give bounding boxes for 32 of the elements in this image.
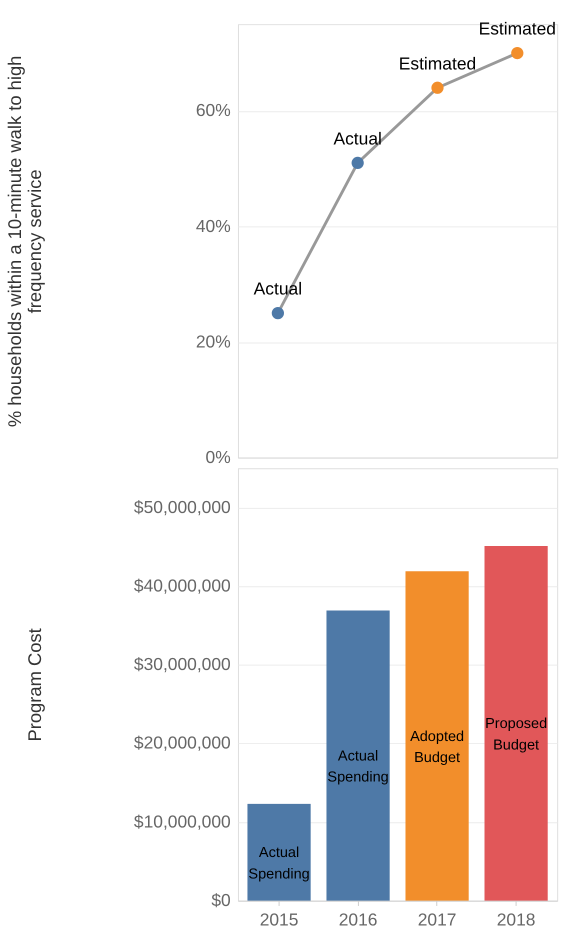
y-axis-title: Program Cost <box>24 628 46 742</box>
y-tick-label: $40,000,000 <box>134 575 231 596</box>
data-label: Actual <box>333 128 382 149</box>
bar <box>326 610 390 901</box>
y-tick-label: 40% <box>196 216 231 236</box>
point <box>431 82 444 94</box>
y-tick-label: 60% <box>196 100 231 120</box>
y-tick-label: $50,000,000 <box>134 496 231 517</box>
y-tick-label: $0 <box>211 890 231 910</box>
y-tick-label: 0% <box>206 446 231 467</box>
y-axis-title: % households within a 10-minute walk to high frequency service <box>4 56 46 428</box>
y-tick-label: $10,000,000 <box>134 811 231 832</box>
data-label: Actual Spending <box>248 845 310 882</box>
bar <box>405 571 469 901</box>
data-label: Actual <box>254 278 302 299</box>
x-tick-label: 2016 <box>338 909 378 930</box>
point <box>352 156 364 169</box>
point <box>511 47 524 60</box>
data-label: Proposed Budget <box>485 716 548 754</box>
point <box>272 307 284 320</box>
x-tick-label: 2018 <box>496 909 536 930</box>
data-label: Estimated <box>478 18 556 39</box>
x-tick-label: 2017 <box>418 909 456 930</box>
data-label: Actual Spending <box>327 748 389 786</box>
data-label: Adopted Budget <box>410 728 464 766</box>
bar <box>247 804 311 901</box>
x-tick-label: 2015 <box>260 909 298 930</box>
y-tick-label: $30,000,000 <box>134 654 231 674</box>
y-tick-label: 20% <box>196 331 231 352</box>
bar <box>484 546 548 901</box>
y-tick-label: $20,000,000 <box>134 732 231 753</box>
data-label: Estimated <box>398 53 476 74</box>
